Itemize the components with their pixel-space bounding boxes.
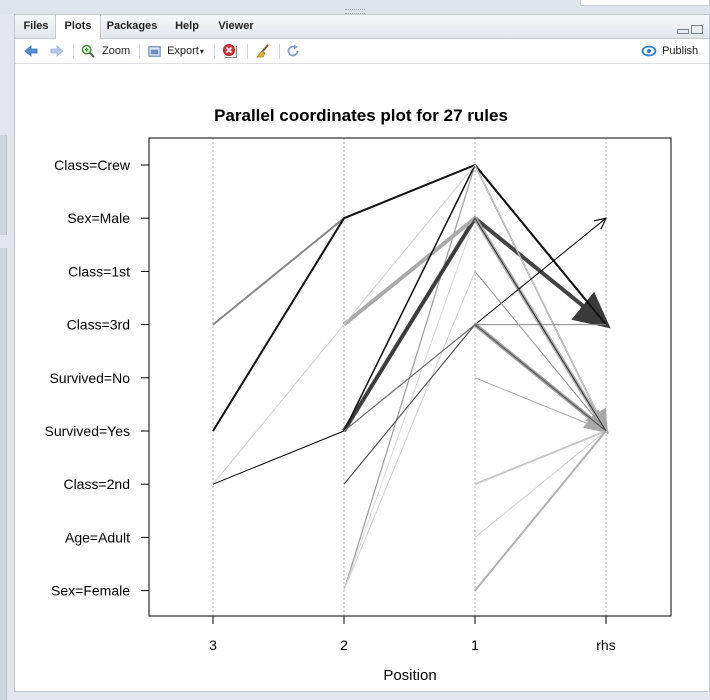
plot-frame xyxy=(148,137,672,617)
top-strip xyxy=(0,0,710,14)
tab-packages[interactable]: Packages xyxy=(106,20,158,32)
remove-plot-icon[interactable] xyxy=(222,43,238,59)
toolbar-separator xyxy=(279,44,280,59)
left-pane-stub[interactable] xyxy=(0,135,7,235)
parallel-coordinates-chart: Parallel coordinates plot for 27 rules S… xyxy=(45,106,672,684)
rule-line xyxy=(474,430,607,538)
rule-line xyxy=(474,164,607,326)
broom-clear-icon[interactable] xyxy=(255,43,271,59)
x-tick-label: 1 xyxy=(471,637,479,653)
zoom-button[interactable]: Zoom xyxy=(81,43,130,59)
publish-icon xyxy=(641,45,657,57)
tab-viewer[interactable]: Viewer xyxy=(218,20,254,32)
rule-line xyxy=(474,377,607,432)
toolbar-separator xyxy=(247,44,248,59)
plots-pane: Files Plots Packages Help Viewer Zoom Ex… xyxy=(14,14,710,692)
chart-title: Parallel coordinates plot for 27 rules xyxy=(214,106,508,125)
y-tick-label: Sex=Female xyxy=(51,583,130,599)
x-axis-label: Position xyxy=(383,667,436,684)
forward-arrow-icon[interactable] xyxy=(49,43,65,59)
back-arrow-icon[interactable] xyxy=(23,43,39,59)
publish-button[interactable]: Publish xyxy=(641,43,698,59)
pane-resize-grip[interactable] xyxy=(345,9,365,14)
toolbar-separator xyxy=(139,44,140,59)
export-button[interactable]: Export▾ xyxy=(147,43,204,59)
y-tick-label: Class=1st xyxy=(68,263,130,279)
rule-line xyxy=(212,164,607,485)
y-tick-label: Class=2nd xyxy=(63,476,130,492)
tab-files[interactable]: Files xyxy=(23,20,49,32)
export-label: Export xyxy=(167,45,199,57)
minimize-icon[interactable] xyxy=(677,29,689,34)
rule-line xyxy=(343,324,607,485)
y-tick-label: Class=3rd xyxy=(67,317,130,333)
x-tick-label: rhs xyxy=(596,637,615,653)
y-tick-label: Age=Adult xyxy=(65,529,130,545)
pane-stub xyxy=(580,0,710,6)
publish-label: Publish xyxy=(662,45,699,57)
window-controls xyxy=(675,21,703,39)
zoom-label: Zoom xyxy=(102,45,131,57)
left-pane-stub[interactable] xyxy=(0,248,7,668)
rule-line xyxy=(212,218,606,485)
x-tick-label: 3 xyxy=(209,637,217,653)
tab-plots[interactable]: Plots xyxy=(55,15,101,39)
y-tick-label: Survived=Yes xyxy=(45,423,130,439)
maximize-icon[interactable] xyxy=(691,25,703,34)
zoom-icon xyxy=(81,44,95,58)
tab-help[interactable]: Help xyxy=(175,20,199,32)
toolbar-separator xyxy=(73,44,74,59)
rule-line xyxy=(343,217,607,432)
y-tick-label: Survived=No xyxy=(49,370,130,386)
refresh-icon[interactable] xyxy=(285,43,301,59)
left-pane-stub[interactable] xyxy=(0,655,7,700)
rule-line xyxy=(343,324,607,485)
x-tick-label: 2 xyxy=(340,637,348,653)
toolbar-separator xyxy=(214,44,215,59)
export-icon xyxy=(148,45,161,57)
rule-line xyxy=(474,271,607,432)
chevron-down-icon: ▾ xyxy=(199,47,204,56)
plots-toolbar: Zoom Export▾ Publish xyxy=(15,39,709,64)
y-tick-label: Sex=Male xyxy=(67,210,130,226)
y-tick-label: Class=Crew xyxy=(54,157,131,173)
tab-bar: Files Plots Packages Help Viewer xyxy=(15,15,709,39)
rule-line xyxy=(474,430,607,486)
rule-line xyxy=(474,430,607,592)
plot-area: Parallel coordinates plot for 27 rules S… xyxy=(15,64,709,697)
